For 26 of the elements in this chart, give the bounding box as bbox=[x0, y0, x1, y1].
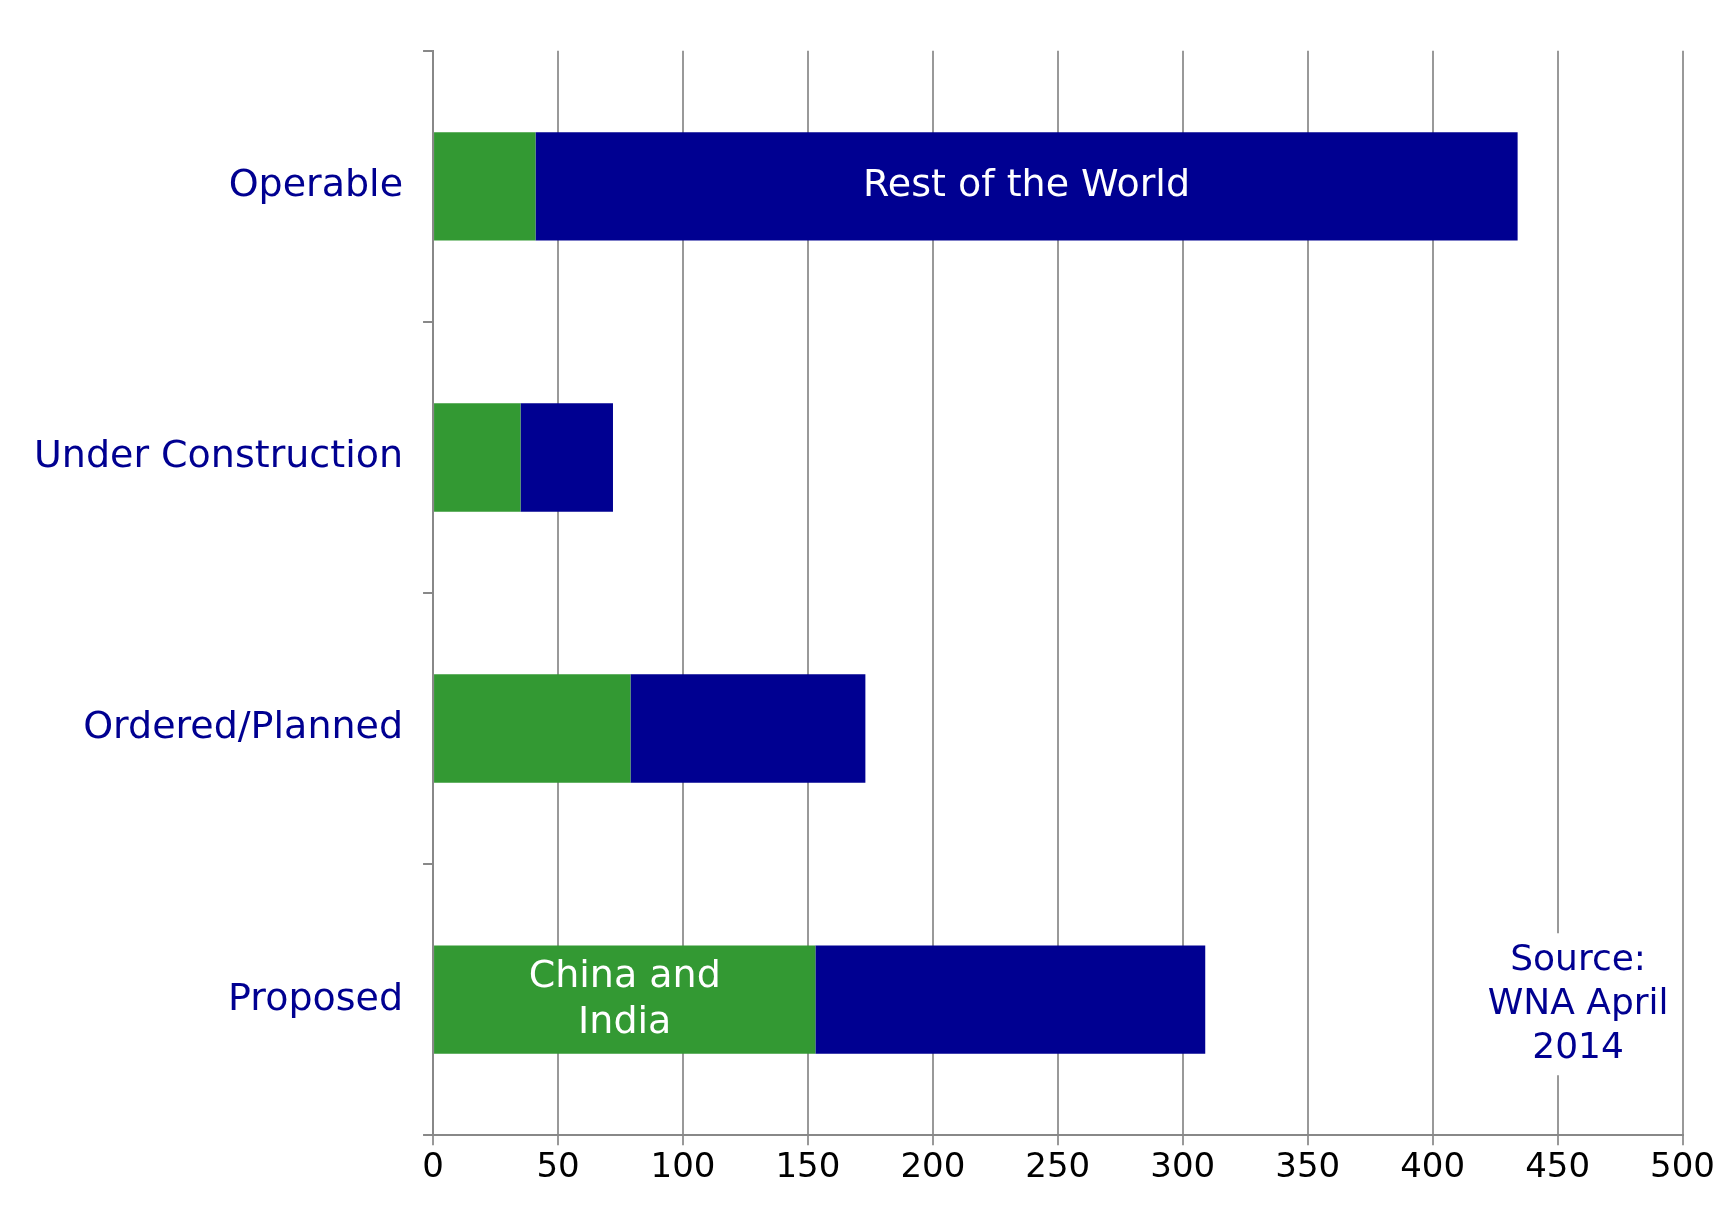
x-tick-label: 500 bbox=[1650, 1145, 1716, 1186]
x-tick-label: 200 bbox=[900, 1145, 966, 1186]
bar bbox=[434, 132, 536, 241]
bar bbox=[630, 674, 866, 783]
x-tick-label: 250 bbox=[1025, 1145, 1091, 1186]
bar bbox=[520, 403, 613, 512]
y-tick-label: Ordered/Planned bbox=[83, 703, 404, 748]
series-label: Rest of the World bbox=[863, 161, 1191, 206]
bar bbox=[434, 403, 521, 512]
bar bbox=[815, 945, 1206, 1054]
x-tick-label: 400 bbox=[1400, 1145, 1466, 1186]
bar bbox=[535, 132, 1518, 241]
y-tick-label: Under Construction bbox=[33, 432, 404, 477]
series-label: China and India bbox=[528, 951, 721, 1042]
y-tick-label: Proposed bbox=[228, 974, 404, 1019]
x-tick-label: 300 bbox=[1150, 1145, 1216, 1186]
bar bbox=[434, 945, 816, 1054]
x-tick-label: 150 bbox=[775, 1145, 841, 1186]
x-tick-label: 0 bbox=[422, 1145, 444, 1186]
x-tick-label: 100 bbox=[650, 1145, 716, 1186]
annotation: Source: WNA April 2014 bbox=[1487, 936, 1669, 1066]
x-tick-label: 50 bbox=[536, 1145, 580, 1186]
bar bbox=[434, 674, 631, 783]
x-tick-label: 350 bbox=[1275, 1145, 1341, 1186]
x-tick-label: 450 bbox=[1525, 1145, 1591, 1186]
y-tick-label: Operable bbox=[228, 161, 404, 206]
